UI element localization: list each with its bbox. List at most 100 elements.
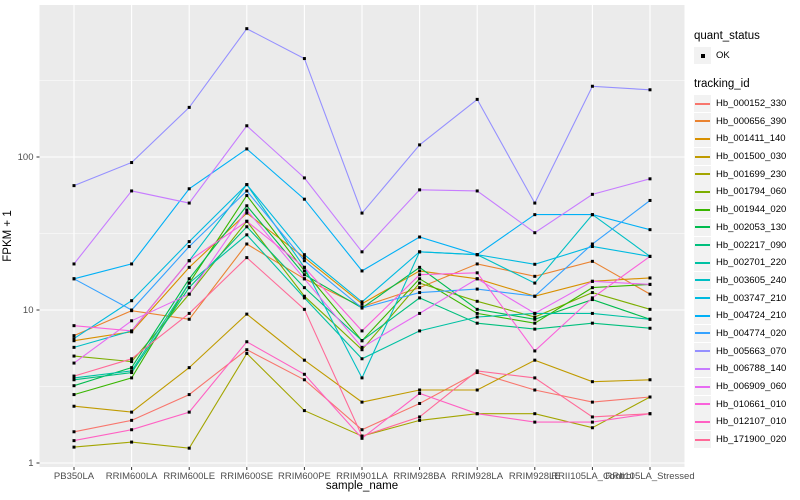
- data-point: [360, 376, 364, 380]
- data-point: [72, 345, 76, 349]
- data-point: [533, 294, 537, 298]
- data-point: [245, 348, 249, 352]
- x-tick-label: RRIM600SE: [220, 471, 273, 482]
- legend-item-label: Hb_002217_090: [716, 239, 787, 251]
- data-point: [302, 57, 306, 61]
- data-point: [130, 262, 134, 266]
- legend-item: Hb_002053_130: [694, 218, 798, 237]
- data-point: [130, 418, 134, 422]
- legend-line-swatch: [695, 297, 710, 300]
- data-point: [245, 340, 249, 344]
- x-tick-label: PB350LA: [54, 471, 95, 482]
- legend-line-swatch: [695, 155, 710, 158]
- legend-item-label: Hb_001944_020: [716, 204, 787, 216]
- legend-key-box: [694, 183, 711, 201]
- data-point: [130, 410, 134, 414]
- data-point: [418, 415, 422, 419]
- data-point: [648, 395, 652, 399]
- data-point: [187, 105, 191, 109]
- data-point: [360, 269, 364, 273]
- legend-item-label: Hb_001699_230: [716, 168, 787, 180]
- data-point: [475, 321, 479, 325]
- legend-item-label: Hb_002701_220: [716, 257, 787, 269]
- data-point: [418, 273, 422, 277]
- legend-item: Hb_001500_030: [694, 148, 798, 166]
- legend-item: Hb_004774_020: [694, 324, 798, 343]
- legend-item-label: Hb_006788_140: [716, 363, 787, 375]
- legend-item: Hb_171900_020: [694, 431, 798, 449]
- legend-item-label: Hb_001500_030: [716, 151, 787, 163]
- data-point: [302, 273, 306, 277]
- data-point: [533, 231, 537, 235]
- data-point: [72, 378, 76, 382]
- data-point: [245, 351, 249, 355]
- data-point: [72, 324, 76, 328]
- data-point: [533, 262, 537, 266]
- legend-item-label: OK: [716, 50, 730, 62]
- data-point: [475, 189, 479, 193]
- legend-item: Hb_002217_090: [694, 236, 798, 254]
- data-point: [590, 400, 594, 404]
- data-point: [72, 339, 76, 343]
- legend-line-swatch: [695, 190, 710, 193]
- legend-item: Hb_012107_010: [694, 413, 798, 431]
- data-point: [590, 259, 594, 263]
- data-point: [590, 311, 594, 315]
- data-point: [360, 434, 364, 438]
- legend-line-swatch: [695, 332, 710, 335]
- data-point: [245, 211, 249, 215]
- data-point: [187, 446, 191, 450]
- legend-key-box: [694, 201, 711, 219]
- data-point: [130, 357, 134, 361]
- data-point: [302, 269, 306, 273]
- data-point: [648, 412, 652, 416]
- legend-item: Hb_001699_230: [694, 165, 798, 183]
- data-point: [533, 388, 537, 392]
- legend-line-swatch: [695, 350, 710, 353]
- data-point: [418, 188, 422, 192]
- legend-title-tracking-id: tracking_id: [694, 77, 750, 90]
- data-point: [245, 147, 249, 151]
- data-point: [418, 277, 422, 281]
- x-axis-title: sample_name: [325, 480, 399, 492]
- legend-line-swatch: [695, 385, 710, 388]
- data-point: [360, 348, 364, 352]
- legend-key-box: [694, 431, 711, 449]
- data-point: [187, 393, 191, 397]
- data-point: [72, 376, 76, 380]
- data-point: [245, 124, 249, 128]
- data-point: [130, 376, 134, 380]
- legend-item: Hb_003605_240: [694, 271, 798, 290]
- data-point: [648, 378, 652, 382]
- data-point: [245, 183, 249, 187]
- data-point: [360, 300, 364, 304]
- data-point: [187, 240, 191, 244]
- data-point: [533, 358, 537, 362]
- data-point: [130, 319, 134, 323]
- legend-item-label: Hb_003747_210: [716, 292, 787, 304]
- legend-item: Hb_001944_020: [694, 201, 798, 219]
- data-point: [130, 360, 134, 364]
- legend-key-box: [694, 395, 711, 413]
- legend-key-box: [694, 307, 711, 325]
- data-point: [360, 211, 364, 215]
- legend-item-label: Hb_004724_210: [716, 310, 787, 322]
- legend-line-swatch: [695, 102, 710, 105]
- data-point: [187, 281, 191, 285]
- data-point: [533, 201, 537, 205]
- data-point: [245, 189, 249, 193]
- data-point: [418, 235, 422, 239]
- data-point: [72, 337, 76, 341]
- data-point: [360, 357, 364, 361]
- data-point: [245, 194, 249, 198]
- legend-item-label: Hb_006909_060: [716, 381, 787, 393]
- legend-item: Hb_001794_060: [694, 183, 798, 201]
- data-point: [302, 277, 306, 281]
- data-point: [72, 393, 76, 397]
- data-point: [72, 384, 76, 388]
- data-point: [360, 428, 364, 432]
- data-point: [302, 253, 306, 257]
- legend-item: Hb_005663_070: [694, 342, 798, 360]
- data-point: [418, 269, 422, 273]
